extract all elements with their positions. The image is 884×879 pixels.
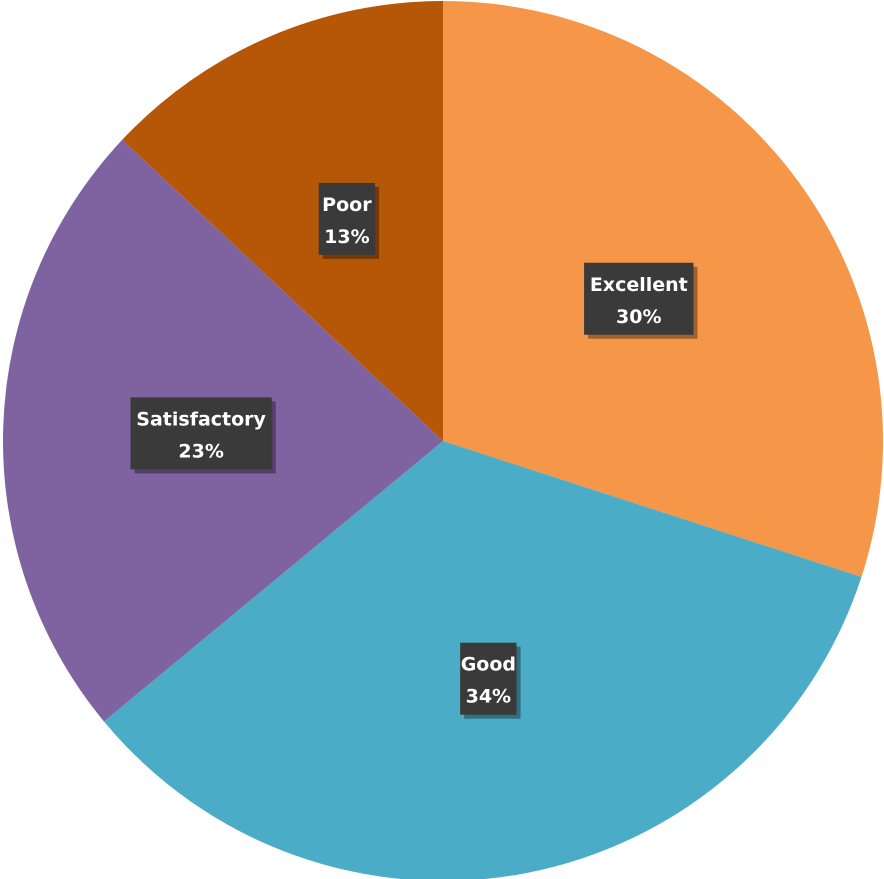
data-label-percent: 13%: [324, 226, 369, 248]
data-label-excellent: Excellent 30%: [584, 262, 698, 339]
data-label-poor: Poor 13%: [318, 182, 380, 259]
data-label-box: [318, 182, 376, 255]
data-label-percent: 34%: [466, 686, 511, 708]
data-label-percent: 30%: [616, 306, 661, 328]
labels-layer: Excellent 30% Good 34% Satisfactory 23% Poor 13…: [130, 182, 698, 719]
data-label-box: [584, 262, 694, 335]
data-label-good: Good 34%: [460, 642, 521, 719]
data-label-category: Satisfactory: [136, 408, 266, 430]
data-label-satisfactory: Satisfactory 23%: [130, 397, 276, 474]
data-label-percent: 23%: [178, 440, 223, 462]
data-label-category: Good: [461, 654, 516, 676]
data-label-category: Poor: [322, 194, 372, 216]
data-label-box: [460, 642, 517, 715]
data-label-category: Excellent: [590, 274, 688, 296]
slice-poor: [122, 1, 443, 441]
data-label-box: [130, 397, 272, 470]
